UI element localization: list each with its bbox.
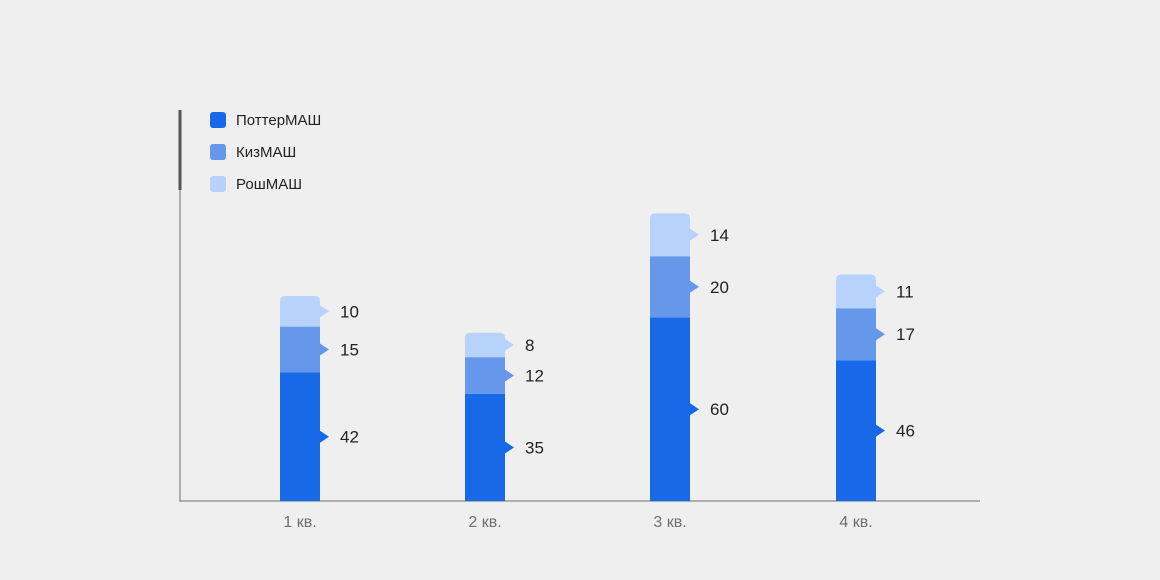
x-tick-label: 1 кв. (283, 514, 316, 531)
bar-2-КизМАШ (465, 357, 505, 394)
data-label-3-ПоттерМАШ: 60 (710, 400, 729, 419)
label-pointer-3-КизМАШ (690, 280, 699, 293)
data-label-2-КизМАШ: 12 (525, 367, 544, 386)
legend-label-1: ПоттерМАШ (236, 112, 321, 129)
data-label-2-ПоттерМАШ: 35 (525, 438, 544, 457)
data-label-1-КизМАШ: 15 (340, 341, 359, 360)
bar-3-КизМАШ (650, 256, 690, 318)
bars-layer (280, 213, 876, 501)
bar-1-ПоттерМАШ (280, 372, 320, 501)
data-label-4-КизМАШ: 17 (896, 325, 915, 344)
label-pointer-3-РошМАШ (690, 228, 699, 241)
data-label-1-ПоттерМАШ: 42 (340, 428, 359, 447)
legend-label-2: КизМАШ (236, 144, 296, 161)
label-pointer-1-КизМАШ (320, 343, 329, 356)
bar-1-РошМАШ (280, 295, 320, 327)
label-pointer-2-РошМАШ (505, 338, 514, 351)
label-pointer-2-КизМАШ (505, 369, 514, 382)
bar-2-ПоттерМАШ (465, 393, 505, 501)
label-pointer-1-РошМАШ (320, 305, 329, 318)
data-label-4-РошМАШ: 11 (896, 282, 914, 301)
bar-4-КизМАШ (836, 308, 876, 361)
bar-3-ПоттерМАШ (650, 317, 690, 501)
x-tick-labels: 1 кв. 2 кв. 3 кв. 4 кв. (283, 514, 872, 531)
label-pointer-4-РошМАШ (876, 285, 885, 298)
bar-4-РошМАШ (836, 274, 876, 309)
legend-swatch-1 (210, 112, 226, 128)
data-label-1-РошМАШ: 10 (340, 302, 359, 321)
bar-1-КизМАШ (280, 326, 320, 373)
data-labels-layer: 42 15 10 35 12 8 60 20 14 46 17 11 (320, 226, 915, 457)
legend: ПоттерМАШ КизМАШ РошМАШ (210, 112, 321, 193)
bar-3-РошМАШ (650, 213, 690, 257)
data-label-3-РошМАШ: 14 (710, 226, 729, 245)
legend-swatch-2 (210, 144, 226, 160)
x-tick-label: 3 кв. (653, 514, 686, 531)
data-label-4-ПоттерМАШ: 46 (896, 422, 915, 441)
label-pointer-4-КизМАШ (876, 328, 885, 341)
label-pointer-3-ПоттерМАШ (690, 403, 699, 416)
label-pointer-1-ПоттерМАШ (320, 430, 329, 443)
label-pointer-2-ПоттерМАШ (505, 441, 514, 454)
label-pointer-4-ПоттерМАШ (876, 424, 885, 437)
data-label-3-КизМАШ: 20 (710, 278, 729, 297)
bar-2-РошМАШ (465, 332, 505, 358)
data-label-2-РошМАШ: 8 (525, 336, 534, 355)
bar-4-ПоттерМАШ (836, 360, 876, 501)
legend-label-3: РошМАШ (236, 176, 302, 193)
x-tick-label: 2 кв. (468, 514, 501, 531)
legend-swatch-3 (210, 176, 226, 192)
x-tick-label: 4 кв. (839, 514, 872, 531)
